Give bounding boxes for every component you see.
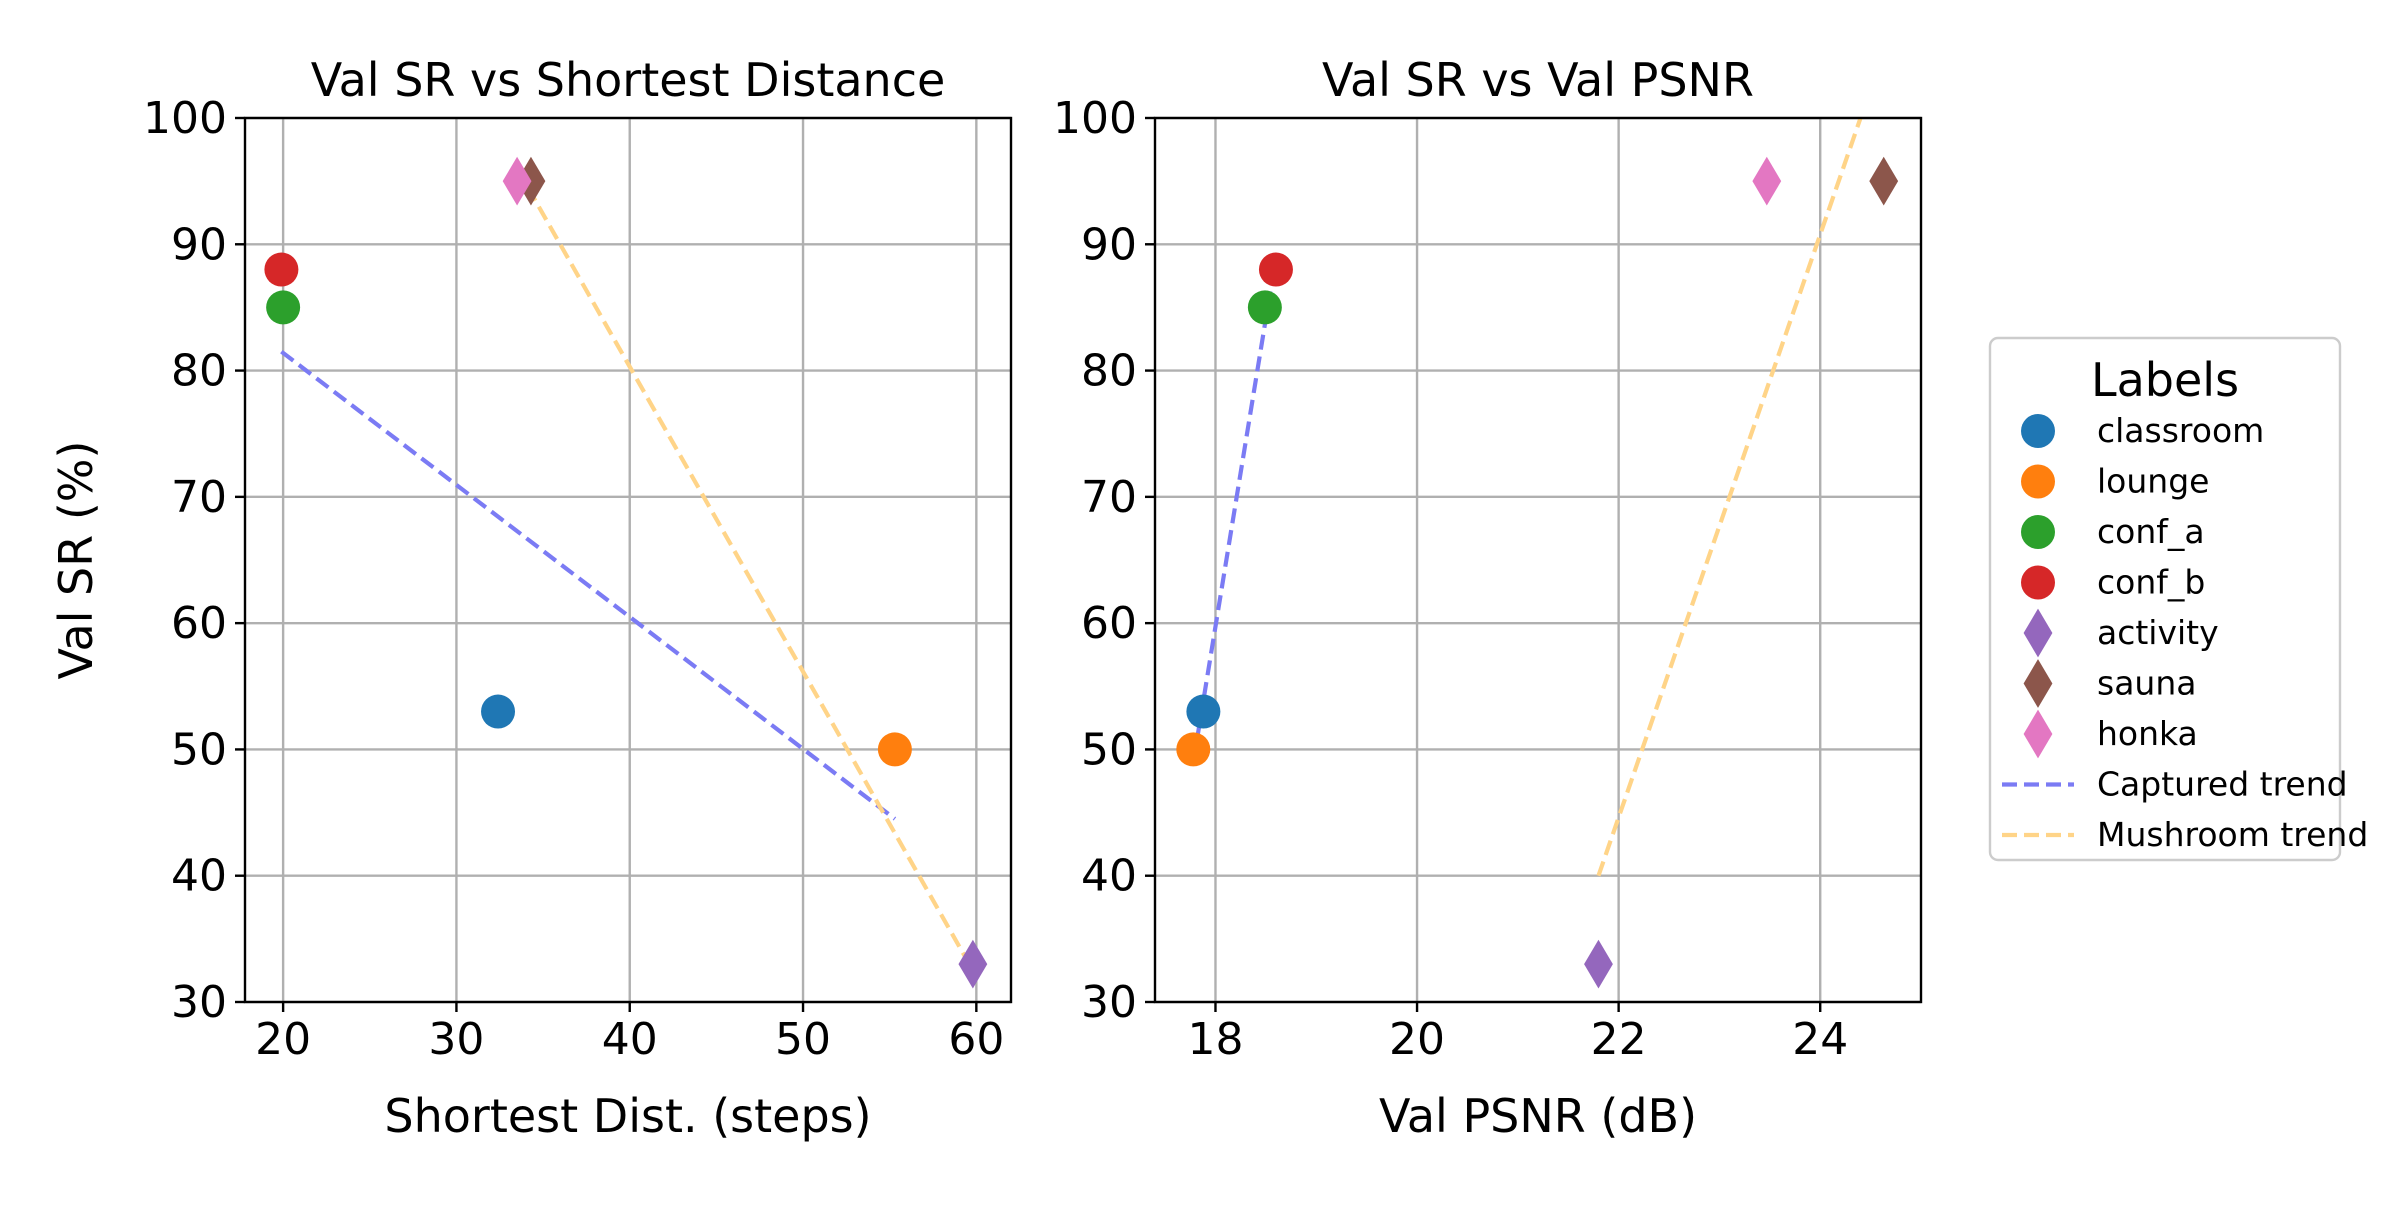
left-point-conf-b: [264, 252, 299, 287]
legend-entry-mushroom-trend: Mushroom trend: [2002, 815, 2368, 854]
right-ytick-label-50: 50: [1081, 724, 1137, 775]
left-ytick-label-60: 60: [171, 598, 227, 649]
left-point-lounge: [877, 732, 912, 767]
legend-entry-classroom: classroom: [2021, 411, 2264, 450]
left-ytick-label-30: 30: [171, 977, 227, 1028]
legend-entry-sauna: sauna: [2023, 659, 2196, 708]
legend-captured-trend-label: Captured trend: [2097, 765, 2348, 804]
left-xtick-label-50: 50: [775, 1014, 831, 1065]
legend-sauna-label: sauna: [2097, 664, 2196, 703]
right-chart-title: Val SR vs Val PSNR: [1322, 53, 1754, 107]
right-ytick-label-70: 70: [1081, 472, 1137, 523]
legend-entry-activity: activity: [2023, 608, 2219, 658]
legend-entry-lounge: lounge: [2021, 462, 2209, 501]
legend-classroom-label: classroom: [2097, 411, 2264, 450]
left-ytick-label-70: 70: [171, 472, 227, 523]
right-ytick-label-90: 90: [1081, 219, 1137, 270]
left-ytick-label-80: 80: [171, 346, 227, 397]
left-chart-title: Val SR vs Shortest Distance: [311, 53, 946, 107]
right-plot-frame: [1153, 116, 1923, 1004]
legend-honka-label: honka: [2097, 714, 2198, 753]
left-gridlines: [245, 116, 1011, 1004]
left-chart-panel: 20 30 40 50 60 30 40 50 60 70 80 90 100 Val SR vs Sho…: [49, 53, 1013, 1143]
right-point-activity: [1584, 939, 1613, 989]
right-point-classroom: [1186, 694, 1221, 729]
right-point-sauna: [1869, 156, 1899, 206]
legend-mushroom-trend-label: Mushroom trend: [2097, 815, 2368, 854]
right-ytick-label-40: 40: [1081, 851, 1137, 902]
left-ytick-label-40: 40: [171, 851, 227, 902]
left-plot-frame: [243, 116, 1013, 1004]
left-xtick-label-60: 60: [948, 1014, 1004, 1065]
legend-conf-a-marker: [2021, 515, 2055, 549]
legend-lounge-marker: [2021, 464, 2055, 499]
left-point-activity: [958, 939, 988, 989]
legend-activity-marker: [2023, 608, 2053, 658]
left-point-classroom: [481, 694, 516, 729]
legend-classroom-marker: [2021, 414, 2055, 448]
left-xtick-label-20: 20: [255, 1014, 311, 1065]
right-captured-trend-line: [1191, 256, 1279, 763]
left-ytick-label-50: 50: [171, 724, 227, 775]
left-captured-trend-line: [280, 349, 897, 821]
legend-sauna-marker: [2023, 659, 2053, 708]
right-ytick-label-100: 100: [1053, 93, 1137, 144]
left-y-axis-label: Val SR (%): [49, 441, 103, 680]
left-xtick-label-40: 40: [602, 1014, 658, 1065]
right-ytick-label-60: 60: [1081, 598, 1137, 649]
right-chart-panel: 18 20 22 24 30 40 50 60 70 80 90 100 Val SR vs Val P…: [1053, 53, 1923, 1143]
right-xtick-label-18: 18: [1187, 1014, 1243, 1065]
left-xtick-label-30: 30: [428, 1014, 484, 1065]
right-ytick-label-30: 30: [1081, 977, 1137, 1028]
right-ytick-label-80: 80: [1081, 346, 1137, 397]
left-point-honka: [502, 156, 532, 206]
legend-title: Labels: [2091, 353, 2239, 407]
legend-conf-b-marker: [2021, 565, 2055, 600]
left-x-axis-label: Shortest Dist. (steps): [384, 1089, 871, 1143]
left-ytick-label-100: 100: [143, 93, 227, 144]
legend: Labels classroom lounge conf_a conf_bactivit…: [1988, 336, 2368, 862]
right-xtick-label-20: 20: [1389, 1014, 1445, 1065]
legend-entry-captured-trend: Captured trend: [2002, 765, 2348, 804]
legend-conf-b-label: conf_b: [2097, 563, 2205, 602]
right-xtick-label-24: 24: [1792, 1014, 1848, 1065]
right-point-conf-b: [1258, 252, 1293, 287]
right-point-honka: [1752, 156, 1782, 206]
right-mushroom-trend-line: [1596, 117, 1863, 877]
legend-conf-a-label: conf_a: [2097, 512, 2205, 551]
left-ytick-label-90: 90: [171, 219, 227, 270]
legend-lounge-label: lounge: [2097, 462, 2209, 501]
legend-frame: [1988, 336, 2342, 862]
legend-activity-label: activity: [2097, 613, 2219, 652]
legend-honka-marker: [2023, 709, 2053, 759]
left-point-conf-a: [266, 290, 301, 325]
right-point-conf-a: [1247, 290, 1282, 325]
legend-entry-conf-b: conf_b: [2021, 563, 2205, 602]
right-xtick-label-22: 22: [1591, 1014, 1647, 1065]
right-x-axis-label: Val PSNR (dB): [1379, 1089, 1697, 1143]
right-point-lounge: [1176, 732, 1211, 767]
legend-entry-conf-a: conf_a: [2021, 512, 2205, 551]
legend-entry-honka: honka: [2023, 709, 2198, 759]
